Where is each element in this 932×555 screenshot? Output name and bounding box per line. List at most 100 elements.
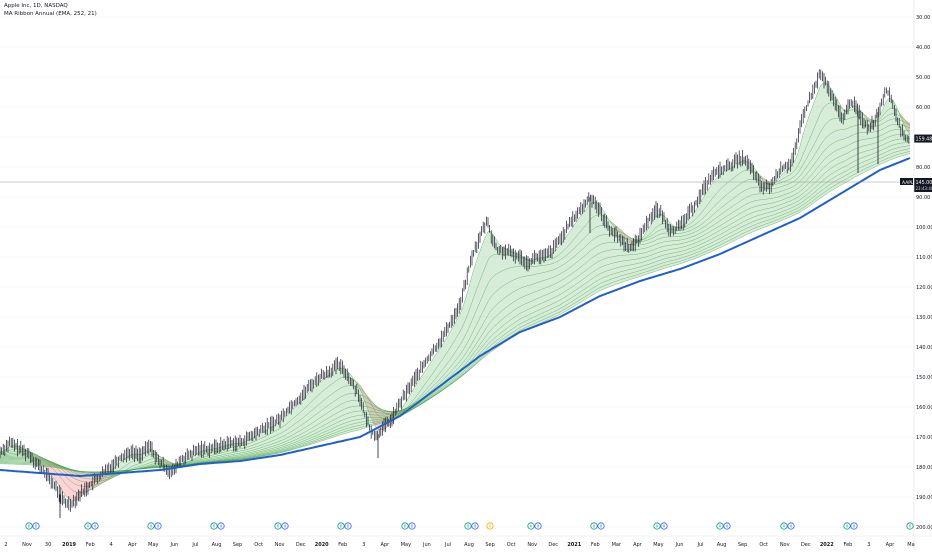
ribbon-band [742,182,744,193]
ribbon-band [610,257,612,264]
ribbon-band [508,268,510,283]
ribbon-band [592,216,594,230]
ribbon-band [506,295,508,307]
ribbon-band [500,271,502,288]
ribbon-band [868,144,870,150]
ribbon-band [672,253,674,257]
ribbon-band [754,187,756,194]
ribbon-band [764,199,766,204]
ribbon-band [860,132,862,140]
ribbon-band [768,208,770,213]
ribbon-band [322,378,324,391]
ribbon-band [334,391,336,401]
ribbon-band [900,143,902,147]
ribbon-band [620,249,622,255]
ribbon-band [738,184,740,195]
ribbon-band [852,110,854,118]
ribbon-band [842,147,844,155]
ribbon-band [532,300,534,308]
ribbon-band [540,289,542,297]
ribbon-band [76,484,78,492]
ribbon-band [670,245,672,250]
ribbon-band [906,142,908,146]
ribbon-band [558,267,560,275]
ribbon-band [620,255,622,261]
ribbon-band [902,143,904,147]
ribbon-band [776,197,778,202]
ribbon-band [512,302,514,312]
ribbon-band [898,130,900,135]
ribbon-band [346,408,348,414]
ribbon-band [538,266,540,274]
ribbon-band [492,293,494,309]
ribbon-band [536,261,538,266]
ribbon-band [846,119,848,129]
ribbon-band [580,215,582,232]
ribbon-band [508,282,510,296]
ribbon-band [338,388,340,398]
ribbon-band [890,108,892,114]
ribbon-band [772,198,774,203]
ribbon-band [844,129,846,139]
ribbon-band [596,236,598,246]
ribbon-band [672,237,674,241]
ribbon-band [628,255,630,260]
ribbon-band [606,251,608,259]
ribbon-band [820,84,822,114]
ribbon-band [824,105,826,126]
ribbon-band [674,252,676,256]
ribbon-band [616,268,618,274]
ribbon-band [78,480,80,486]
ribbon-band [664,250,666,255]
ribbon-band [666,250,668,255]
ribbon-band [616,256,618,263]
ribbon-band [732,178,734,191]
ribbon-band [842,139,844,148]
ribbon-band [680,233,682,236]
ribbon-band [548,264,550,271]
ribbon-band [672,249,674,253]
ribbon-band [636,249,638,254]
ribbon-band [750,179,752,188]
ribbon-band [602,259,604,267]
ribbon-band [560,265,562,274]
ribbon-band [864,132,866,139]
ribbon-band [660,242,662,247]
ribbon-band [542,288,544,296]
ribbon-band [754,194,756,201]
ribbon-band [528,275,530,285]
ribbon-band [546,294,548,301]
ribbon-band [550,285,552,293]
ribbon-band [832,152,834,161]
ribbon-band [514,290,516,301]
ribbon-band [848,118,850,128]
ribbon-band [522,266,524,277]
ribbon-band [352,394,354,401]
ribbon-band [754,179,756,187]
ribbon-band [846,146,848,154]
ribbon-band [348,401,350,408]
ribbon-band [870,144,872,150]
ribbon-band [630,265,632,270]
ribbon-band [860,140,862,147]
ribbon-band [766,199,768,204]
ribbon-band [854,142,856,150]
ribbon-band [644,252,646,257]
ribbon-band [892,114,894,119]
ribbon-band [530,284,532,294]
ribbon-band [342,395,344,404]
ribbon-band [890,119,892,125]
ribbon-band [606,271,608,277]
ribbon-band [358,419,360,423]
ribbon-band [496,290,498,305]
ribbon-band [362,415,364,419]
ribbon-band [536,266,538,274]
ribbon-band [670,249,672,253]
ribbon-band [642,257,644,262]
ribbon-band [352,412,354,417]
ribbon-band [848,144,850,152]
ribbon-band [608,250,610,258]
ribbon-band [752,179,754,187]
